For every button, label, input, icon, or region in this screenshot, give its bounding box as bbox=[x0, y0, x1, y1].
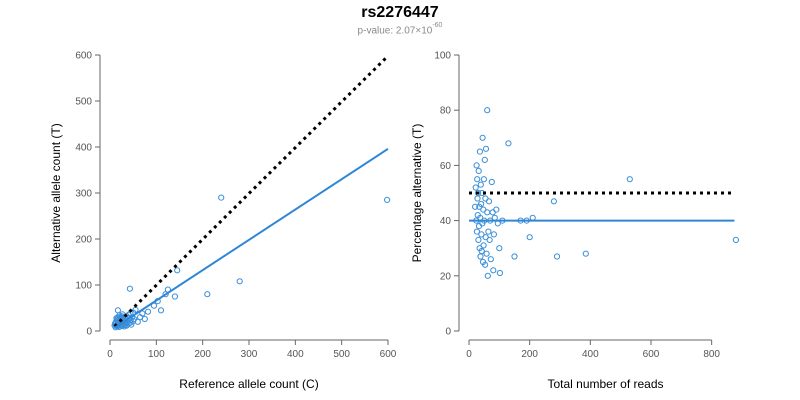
right-data-point bbox=[484, 272, 491, 279]
right-data-point bbox=[486, 236, 493, 243]
right-data-point bbox=[477, 253, 484, 260]
right-data-point bbox=[582, 250, 589, 257]
right-data-point bbox=[482, 195, 489, 202]
left-x-tick-label: 500 bbox=[333, 349, 350, 360]
left-data-point bbox=[114, 307, 122, 314]
right-data-point bbox=[483, 250, 490, 257]
right-data-point bbox=[484, 209, 491, 216]
left-data-point bbox=[126, 285, 133, 292]
right-data-point bbox=[478, 231, 485, 238]
right-data-point bbox=[475, 236, 482, 243]
left-data-point bbox=[204, 291, 211, 298]
right-x-tick-label: 800 bbox=[703, 349, 720, 360]
right-data-point bbox=[487, 256, 494, 263]
left-y-tick-label: 0 bbox=[86, 327, 92, 338]
left-reference-dotted-line bbox=[113, 54, 390, 328]
right-data-point bbox=[480, 242, 487, 249]
right-y-tick-label: 80 bbox=[440, 106, 452, 117]
right-x-axis-label: Total number of reads bbox=[547, 377, 663, 391]
left-data-point bbox=[139, 310, 146, 317]
right-data-point bbox=[493, 206, 500, 213]
left-y-tick-label: 500 bbox=[75, 97, 92, 108]
right-data-point bbox=[553, 253, 561, 260]
right-x-tick-label: 0 bbox=[466, 349, 472, 360]
right-data-point bbox=[473, 162, 480, 169]
right-data-point bbox=[732, 236, 740, 243]
left-y-tick-label: 100 bbox=[75, 281, 92, 292]
left-data-point bbox=[157, 307, 165, 314]
right-data-point bbox=[496, 245, 503, 252]
right-y-tick-label: 20 bbox=[440, 271, 452, 282]
right-y-tick-label: 60 bbox=[440, 161, 452, 172]
right-data-point bbox=[482, 145, 490, 152]
left-x-tick-label: 100 bbox=[148, 349, 165, 360]
right-data-point bbox=[481, 156, 488, 163]
left-scatter-panel: 0 100 200 300 400 500 600 0 100 200 300 400 500 600 Re… bbox=[49, 51, 397, 392]
left-y-tick-label: 600 bbox=[75, 51, 92, 62]
left-data-point bbox=[113, 315, 120, 322]
right-data-point bbox=[482, 261, 489, 268]
left-x-axis-label: Reference allele count (C) bbox=[179, 377, 318, 391]
left-data-point bbox=[171, 293, 178, 300]
left-data-point bbox=[144, 308, 152, 315]
right-data-point bbox=[511, 253, 518, 260]
right-x-tick-label: 600 bbox=[643, 349, 660, 360]
right-scatter-panel: 0 200 400 600 800 0 20 40 60 80 100 Total number of… bbox=[410, 51, 740, 391]
right-data-point bbox=[473, 228, 480, 235]
right-data-point bbox=[490, 231, 497, 238]
right-data-point bbox=[472, 184, 479, 191]
right-data-point bbox=[475, 167, 482, 174]
left-data-point bbox=[141, 315, 148, 323]
right-y-tick-label: 40 bbox=[440, 216, 452, 227]
chart-title: rs2276447 bbox=[361, 4, 439, 21]
right-data-point bbox=[550, 198, 558, 205]
right-data-point bbox=[480, 176, 487, 183]
left-y-tick-label: 400 bbox=[75, 143, 92, 154]
left-fitted-line bbox=[114, 148, 389, 329]
left-data-point bbox=[218, 194, 225, 201]
left-x-tick-label: 0 bbox=[107, 349, 113, 360]
right-data-point bbox=[505, 140, 512, 147]
right-data-point bbox=[484, 107, 491, 114]
right-data-point bbox=[626, 176, 633, 183]
right-data-point bbox=[485, 198, 493, 205]
right-data-point bbox=[478, 200, 485, 208]
right-data-point bbox=[479, 134, 486, 141]
right-data-point bbox=[490, 267, 497, 274]
left-x-tick-label: 600 bbox=[380, 349, 397, 360]
right-data-point bbox=[476, 148, 483, 155]
right-data-point bbox=[472, 203, 479, 210]
left-data-point bbox=[174, 267, 181, 274]
right-data-point bbox=[496, 269, 503, 277]
left-y-tick-label: 200 bbox=[75, 235, 92, 246]
subtitle-prefix: p-value: 2.07×10 bbox=[357, 25, 433, 37]
right-data-point bbox=[526, 234, 533, 241]
right-data-point bbox=[474, 195, 481, 202]
right-y-axis-label: Percentage alternative (T) bbox=[410, 124, 424, 263]
right-y-tick-label: 0 bbox=[445, 327, 451, 338]
subtitle-exponent: -60 bbox=[432, 22, 443, 29]
right-data-point bbox=[474, 176, 481, 183]
right-data-point bbox=[489, 209, 496, 216]
right-x-tick-label: 200 bbox=[521, 349, 538, 360]
left-data-point bbox=[384, 196, 391, 203]
left-data-point bbox=[236, 278, 243, 285]
right-x-tick-label: 400 bbox=[582, 349, 599, 360]
left-y-tick-label: 300 bbox=[75, 189, 92, 200]
right-data-point bbox=[488, 178, 495, 186]
left-x-tick-label: 300 bbox=[241, 349, 258, 360]
left-x-tick-label: 400 bbox=[287, 349, 304, 360]
right-data-point bbox=[475, 189, 482, 197]
right-data-point bbox=[485, 228, 492, 235]
chart-subtitle: p-value: 2.07×10-60 bbox=[0, 22, 800, 37]
left-x-tick-label: 200 bbox=[194, 349, 211, 360]
left-y-axis-label: Alternative allele count (T) bbox=[49, 123, 63, 262]
right-data-point bbox=[478, 247, 485, 255]
right-data-point bbox=[477, 181, 484, 188]
right-y-tick-label: 100 bbox=[434, 51, 451, 62]
